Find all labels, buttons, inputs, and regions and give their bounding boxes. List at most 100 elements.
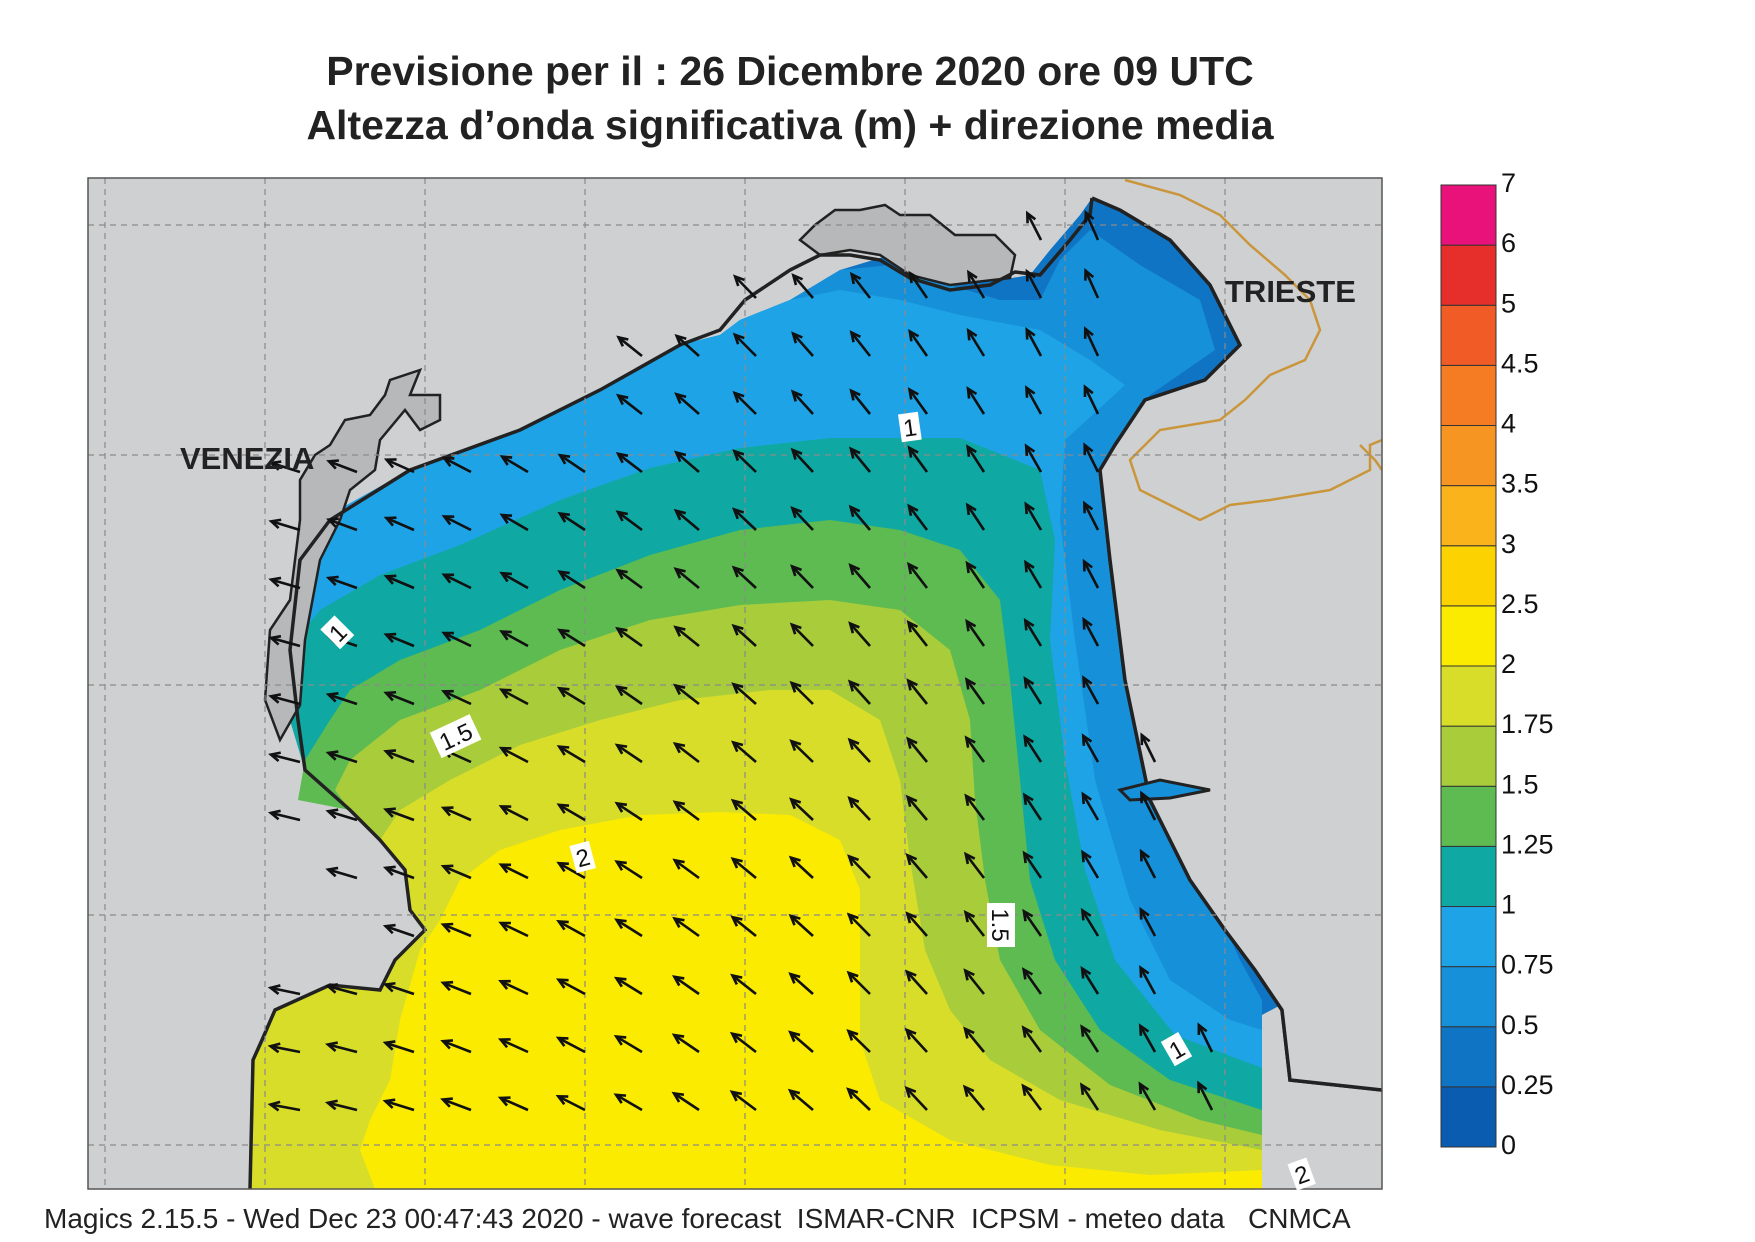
- direction-arrow: [1079, 1082, 1100, 1111]
- direction-arrow: [905, 911, 928, 937]
- direction-arrow: [382, 865, 415, 880]
- direction-arrow: [965, 560, 986, 589]
- direction-arrow: [1025, 268, 1043, 299]
- direction-arrow: [1025, 326, 1043, 357]
- direction-arrow: [383, 690, 415, 706]
- direction-arrow: [730, 915, 757, 938]
- direction-arrow: [846, 912, 871, 937]
- direction-arrow: [965, 502, 986, 531]
- direction-arrow: [615, 510, 643, 532]
- direction-arrow: [498, 921, 529, 938]
- direction-arrow: [268, 518, 301, 532]
- direction-arrow: [966, 386, 986, 415]
- direction-arrow: [1083, 384, 1100, 415]
- direction-arrow: [673, 683, 700, 706]
- city-venezia: VENEZIA: [180, 441, 314, 476]
- direction-arrow: [326, 459, 358, 474]
- direction-arrow: [441, 515, 472, 532]
- direction-arrow: [1139, 965, 1157, 995]
- colorbar-tick-label: 1.25: [1501, 829, 1554, 859]
- direction-arrow: [1197, 1022, 1214, 1053]
- direction-arrow: [383, 807, 415, 822]
- direction-arrow: [849, 271, 872, 299]
- direction-arrow: [326, 517, 358, 532]
- direction-arrow: [440, 980, 472, 996]
- direction-arrow: [1025, 385, 1043, 415]
- direction-arrow: [498, 746, 529, 764]
- direction-arrow: [789, 622, 814, 647]
- colorbar-tick-label: 2.5: [1501, 589, 1539, 619]
- direction-arrow: [963, 1026, 986, 1053]
- direction-arrow: [1022, 908, 1043, 937]
- direction-arrow: [1021, 1025, 1043, 1053]
- direction-arrow: [966, 444, 986, 473]
- colorbar-tick-label: 1.75: [1501, 709, 1554, 739]
- country-border: [1124, 178, 1382, 522]
- direction-arrow: [729, 1090, 757, 1112]
- venice-lagoon: [263, 367, 442, 743]
- direction-arrow: [499, 571, 529, 590]
- colorbar-tick-label: 1.5: [1501, 769, 1539, 799]
- direction-arrow: [791, 331, 814, 357]
- direction-arrow: [268, 751, 301, 764]
- colorbar-tick-label: 0.5: [1501, 1010, 1539, 1040]
- contour-label-center: 2: [569, 840, 597, 873]
- direction-arrow: [791, 273, 814, 299]
- forecast-title: Previsione per il : 26 Dicembre 2020 ore…: [326, 48, 1254, 94]
- colorbar-swatch: [1440, 184, 1497, 246]
- colorbar-tick-label: 7: [1501, 168, 1516, 198]
- direction-arrow: [962, 1084, 985, 1111]
- direction-arrow: [1140, 790, 1157, 821]
- direction-arrow: [499, 630, 529, 648]
- direction-arrow: [441, 631, 472, 648]
- direction-arrow: [731, 682, 757, 705]
- direction-arrow: [268, 634, 301, 648]
- direction-arrow: [908, 328, 929, 357]
- direction-arrow: [556, 861, 586, 880]
- direction-arrow: [267, 809, 301, 822]
- direction-arrow: [966, 269, 986, 299]
- direction-arrow: [325, 983, 358, 996]
- direction-arrow: [847, 795, 871, 821]
- direction-arrow: [555, 978, 586, 996]
- direction-arrow: [383, 749, 415, 764]
- direction-arrow: [671, 975, 700, 996]
- colorbar-legend: 0 0.25 0.5 0.75 1 1.25 1.5 1.75 2 2.5 3 3.5 4 4.5 5 6 7: [1440, 168, 1554, 1160]
- direction-arrow: [382, 1098, 415, 1112]
- colorbar-tick-label: 0.25: [1501, 1070, 1554, 1100]
- direction-arrow: [1139, 906, 1157, 937]
- direction-arrow: [325, 1041, 358, 1054]
- direction-arrow: [268, 460, 301, 474]
- variable-subtitle: Altezza d’onda significativa (m) + direz…: [306, 102, 1274, 148]
- direction-arrow: [557, 628, 586, 648]
- colorbar-tick-label: 3.5: [1501, 469, 1539, 499]
- direction-arrow: [732, 390, 757, 415]
- direction-arrow: [555, 1036, 586, 1054]
- direction-arrow: [556, 803, 586, 822]
- direction-arrow: [614, 685, 643, 706]
- direction-arrow: [383, 516, 415, 532]
- colorbar-swatch: [1440, 785, 1497, 847]
- direction-arrow: [498, 688, 529, 706]
- direction-arrow: [966, 327, 986, 357]
- direction-arrow: [555, 1095, 586, 1112]
- border-segment: [1359, 444, 1382, 471]
- direction-arrow: [1083, 326, 1100, 357]
- direction-arrow: [905, 852, 928, 879]
- direction-arrow: [673, 567, 700, 590]
- colorbar-tick-label: 4.5: [1501, 348, 1539, 378]
- direction-arrow: [268, 693, 301, 706]
- colorbar-swatch: [1440, 244, 1497, 306]
- colorbar-swatch: [1440, 545, 1497, 607]
- direction-arrow: [498, 979, 529, 996]
- direction-arrow: [325, 750, 358, 764]
- direction-arrow: [963, 909, 986, 937]
- direction-arrow: [1082, 558, 1100, 589]
- direction-arrow: [731, 623, 757, 647]
- direction-arrow: [964, 735, 986, 763]
- direction-arrow: [1080, 1024, 1100, 1053]
- direction-arrow: [908, 270, 929, 299]
- direction-arrow: [1140, 732, 1157, 763]
- colorbar-swatch: [1440, 304, 1497, 366]
